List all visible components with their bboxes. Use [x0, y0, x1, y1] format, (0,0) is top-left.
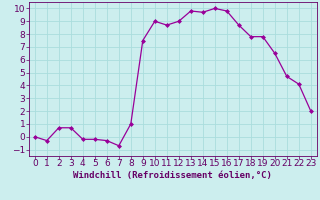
X-axis label: Windchill (Refroidissement éolien,°C): Windchill (Refroidissement éolien,°C)	[73, 171, 272, 180]
